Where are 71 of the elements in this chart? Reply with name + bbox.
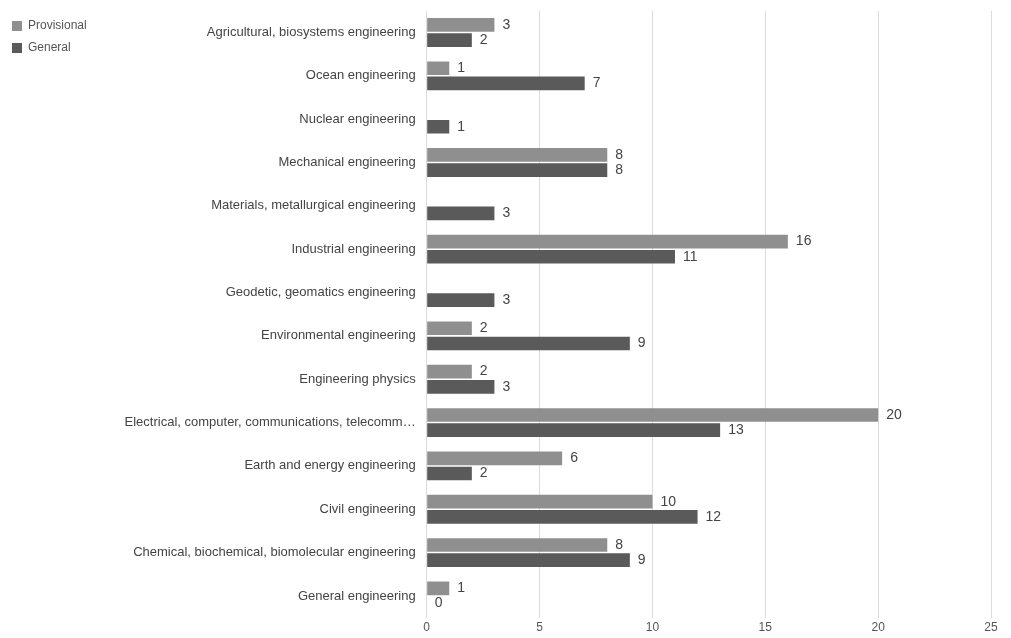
x-tick-label: 15 [758, 620, 773, 635]
y-tick-label: Materials, metallurgical engineering [211, 197, 416, 213]
y-tick-label: Mechanical engineering [278, 154, 416, 170]
bar [427, 18, 495, 32]
bar [427, 206, 495, 221]
data-label: 16 [795, 232, 812, 249]
data-label: 12 [705, 507, 722, 524]
bar [427, 423, 721, 437]
data-label: 2 [479, 30, 488, 47]
data-label: 3 [502, 204, 511, 221]
data-label: 2 [479, 319, 488, 336]
y-tick-label: Nuclear engineering [299, 110, 416, 126]
data-label: 2 [479, 464, 488, 481]
bar [427, 76, 585, 91]
y-tick-label: Earth and energy engineering [244, 457, 416, 473]
y-tick-label: Engineering physics [299, 370, 417, 386]
y-tick-label: Civil engineering [319, 500, 416, 516]
x-tick-label: 5 [536, 620, 544, 635]
bar [427, 364, 472, 379]
bar [427, 538, 608, 552]
bar [427, 336, 630, 351]
y-tick-label: Ocean engineering [305, 67, 416, 83]
x-tick-label: 20 [871, 620, 886, 635]
data-label: 3 [502, 290, 511, 307]
bar [427, 119, 450, 134]
y-tick-label: Industrial engineering [291, 240, 416, 256]
y-tick-label: Chemical, biochemical, biomolecular engineering [133, 544, 416, 560]
data-label: 1 [457, 579, 466, 596]
x-tick-label: 0 [423, 620, 431, 635]
data-label: 0 [434, 594, 443, 611]
data-label: 6 [570, 449, 579, 466]
y-tick-label: General engineering [297, 587, 416, 603]
y-tick-label: Electrical, computer, communications, telecomm… [124, 414, 416, 430]
data-label: 9 [637, 334, 646, 351]
data-label: 13 [728, 421, 744, 437]
bar [427, 553, 630, 567]
y-tick-label: Geodetic, geomatics engineering [225, 284, 416, 300]
bar [427, 451, 563, 466]
bar [427, 321, 472, 336]
bar [427, 510, 698, 524]
data-label: 3 [502, 377, 511, 394]
data-label: 8 [615, 535, 624, 552]
bar [427, 234, 788, 249]
bar [427, 148, 608, 162]
data-label: 11 [682, 247, 698, 264]
bar [427, 61, 450, 76]
bar [427, 163, 608, 177]
x-tick-label: 25 [984, 620, 998, 635]
legend-label: General [28, 40, 71, 55]
bar [427, 408, 879, 422]
legend-label: Provisional [28, 18, 87, 33]
bar [427, 293, 495, 307]
data-label: 7 [592, 74, 601, 91]
bar [427, 379, 495, 394]
data-label: 3 [502, 15, 511, 32]
y-tick-label: Agricultural, biosystems engineering [206, 24, 416, 40]
data-label: 20 [886, 405, 902, 422]
data-label: 1 [457, 59, 466, 76]
bar [427, 581, 450, 596]
bar [427, 33, 472, 47]
data-label: 8 [615, 160, 624, 177]
data-label: 1 [457, 117, 466, 134]
bar [427, 249, 675, 264]
y-tick-label: Environmental engineering [261, 327, 416, 343]
data-label: 10 [660, 492, 677, 509]
data-label: 2 [479, 362, 488, 379]
bar [427, 494, 653, 509]
data-label: 8 [615, 145, 624, 162]
data-label: 9 [637, 551, 646, 568]
x-tick-label: 10 [645, 620, 660, 635]
bar [427, 466, 472, 481]
